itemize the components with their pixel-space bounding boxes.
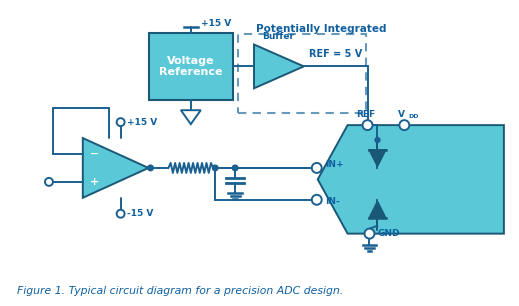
Polygon shape — [370, 150, 386, 166]
Circle shape — [117, 118, 125, 126]
Text: Figure 1. Typical circuit diagram for a precision ADC design.: Figure 1. Typical circuit diagram for a … — [17, 286, 344, 297]
Circle shape — [148, 165, 153, 171]
Text: +15 V: +15 V — [201, 19, 231, 28]
Text: REF: REF — [356, 110, 375, 119]
Text: Potentially Integrated: Potentially Integrated — [256, 24, 387, 34]
Text: Buffer: Buffer — [262, 32, 294, 41]
Text: GND: GND — [377, 229, 400, 238]
Circle shape — [312, 195, 322, 205]
Polygon shape — [370, 202, 386, 218]
Polygon shape — [254, 44, 304, 88]
Text: -15 V: -15 V — [127, 209, 153, 218]
Text: IN+: IN+ — [325, 160, 344, 170]
Circle shape — [363, 120, 373, 130]
Circle shape — [212, 165, 218, 171]
Text: Voltage
Reference: Voltage Reference — [159, 56, 223, 77]
Circle shape — [399, 120, 409, 130]
Polygon shape — [83, 138, 148, 198]
Polygon shape — [318, 125, 504, 234]
Text: V: V — [398, 110, 405, 119]
Circle shape — [375, 138, 380, 143]
Text: +15 V: +15 V — [127, 118, 157, 127]
Text: +: + — [90, 177, 99, 187]
Text: IN-: IN- — [325, 197, 339, 206]
Circle shape — [364, 229, 375, 239]
Polygon shape — [181, 110, 201, 124]
Text: DD: DD — [408, 114, 419, 119]
Circle shape — [45, 178, 53, 186]
Circle shape — [233, 165, 238, 171]
Text: REF = 5 V: REF = 5 V — [309, 50, 362, 59]
Circle shape — [117, 210, 125, 218]
Text: −: − — [90, 149, 100, 159]
FancyBboxPatch shape — [148, 32, 233, 100]
Circle shape — [312, 163, 322, 173]
